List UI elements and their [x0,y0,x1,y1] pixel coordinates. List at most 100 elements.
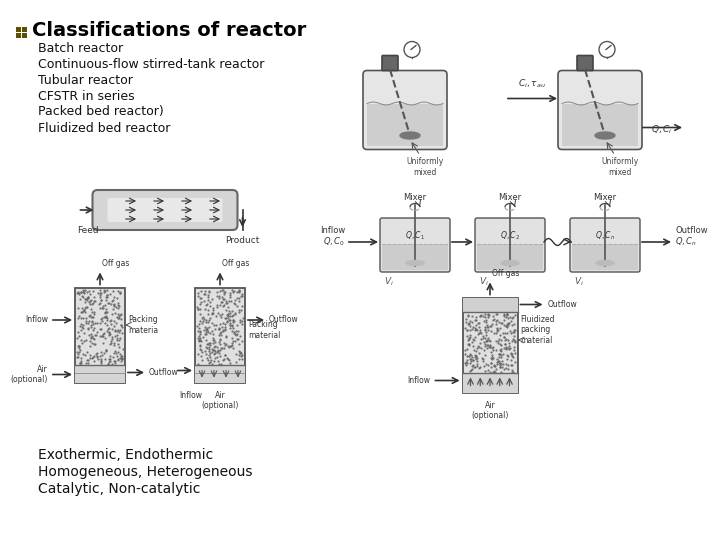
Point [235,348,246,356]
Point [227,334,238,342]
Point [492,357,504,366]
Point [225,323,236,332]
Point [487,343,498,352]
Point [97,332,109,340]
Point [499,336,510,345]
Point [494,361,505,369]
Point [222,342,234,350]
Point [83,325,94,334]
Point [71,334,83,342]
Point [78,289,90,298]
Point [503,339,515,347]
Point [107,286,119,295]
Point [499,316,510,325]
Point [464,359,476,367]
Point [466,312,477,320]
Point [490,309,502,318]
Point [204,328,216,337]
Point [82,318,94,327]
Point [217,319,229,327]
Point [464,333,476,342]
Point [206,294,217,303]
Point [100,295,112,304]
Point [209,335,220,344]
Point [221,310,233,319]
Point [73,332,85,341]
Point [500,321,512,330]
Point [101,321,112,329]
Point [230,357,242,366]
Bar [367,104,443,145]
Point [501,322,513,331]
Point [469,351,481,360]
Point [107,310,118,319]
Point [495,335,507,344]
Point [105,336,117,345]
Point [91,319,102,328]
Point [113,328,125,336]
Point [102,359,114,368]
Point [87,353,99,361]
Point [209,354,220,362]
Point [112,301,124,309]
Point [478,316,490,325]
Point [482,340,494,349]
Point [96,332,108,341]
Point [197,313,208,321]
Point [113,343,125,352]
Point [472,360,483,368]
Point [108,349,120,358]
Point [215,286,226,295]
Point [225,359,236,368]
FancyBboxPatch shape [577,56,593,71]
Point [113,302,125,310]
Point [510,338,521,346]
Point [501,310,513,319]
Point [475,310,487,319]
Point [233,335,244,343]
Point [85,334,96,343]
Point [485,342,496,351]
Point [88,292,99,301]
Point [459,350,471,359]
Point [495,359,506,367]
Point [86,300,98,308]
Text: $C_i, \tau_{au}$: $C_i, \tau_{au}$ [518,78,546,91]
Point [223,315,235,324]
Point [82,323,94,332]
Point [210,342,221,350]
Point [225,297,237,306]
Point [206,319,217,327]
Point [508,320,519,329]
Point [207,336,219,345]
Point [227,323,238,332]
Point [116,321,127,330]
Point [96,289,107,298]
Point [73,289,85,298]
Point [474,328,485,337]
Point [219,338,230,347]
Point [226,339,238,347]
Point [479,313,490,322]
Point [501,309,513,318]
Point [99,309,111,318]
Point [480,327,491,336]
Point [202,356,214,365]
Point [461,326,472,334]
Point [212,309,223,318]
Point [462,336,474,345]
Point [86,318,97,327]
Point [485,359,497,368]
Point [80,316,91,325]
Point [490,346,501,354]
Point [85,321,96,330]
Point [497,328,508,337]
Text: $Q, C_n$: $Q, C_n$ [595,230,615,242]
Point [86,339,97,347]
Point [500,343,511,352]
Point [501,310,513,319]
Point [508,343,520,352]
Point [215,345,226,354]
Point [461,332,472,340]
Point [233,347,245,355]
